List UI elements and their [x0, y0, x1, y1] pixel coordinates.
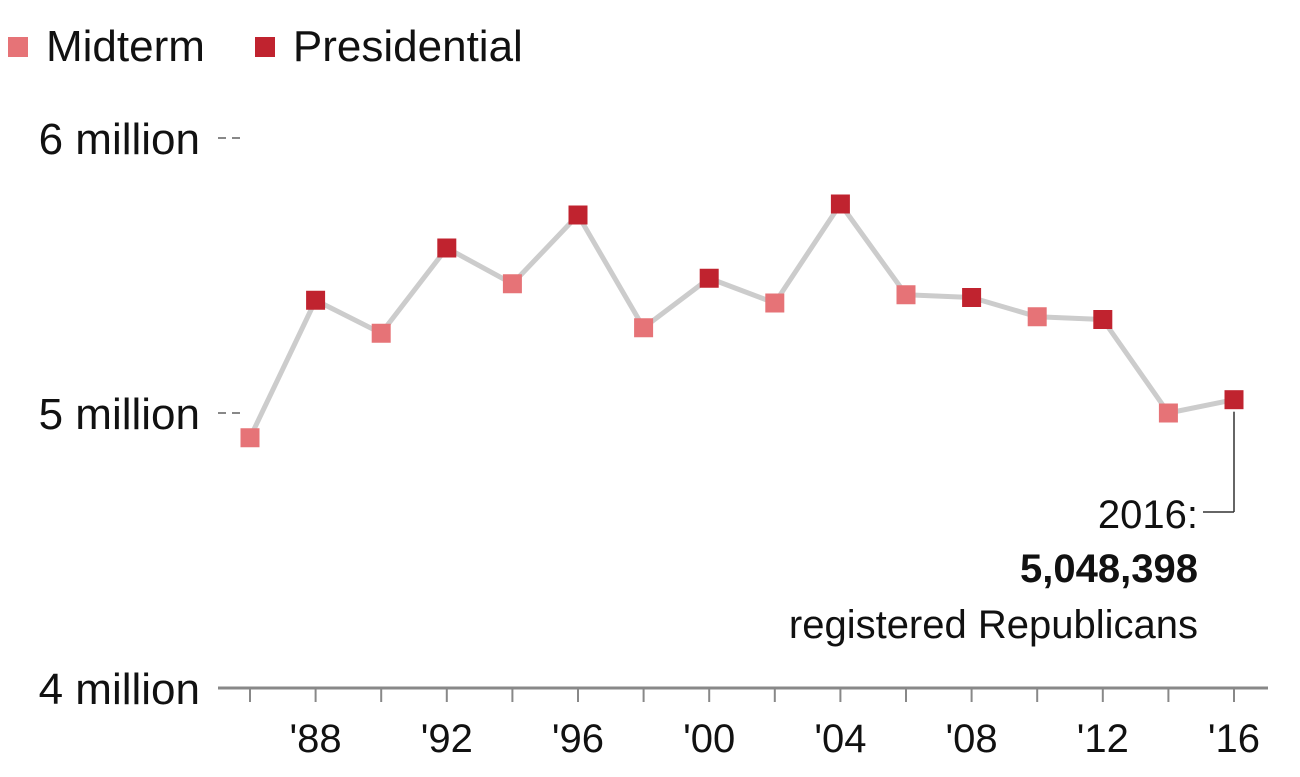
x-tick-label: '16 — [1208, 717, 1260, 761]
data-points — [240, 194, 1244, 448]
annotation-description: registered Republicans — [789, 603, 1198, 647]
x-axis: '88 '92 '96 '00 '04 '08 '12 '16 — [218, 686, 1268, 761]
legend-label-midterm: Midterm — [46, 22, 205, 71]
data-point-2008 — [962, 288, 982, 307]
data-point-1994 — [502, 274, 522, 294]
x-tick-label: '12 — [1077, 717, 1129, 761]
legend: Midterm Presidential — [8, 22, 573, 72]
x-tick-label: '92 — [421, 717, 473, 761]
data-point-2012 — [1093, 310, 1113, 329]
x-tick-label: '04 — [814, 717, 866, 761]
data-point-1990 — [371, 323, 391, 343]
x-tick-label: '96 — [552, 717, 604, 761]
data-point-1998 — [634, 318, 654, 338]
legend-label-presidential: Presidential — [292, 22, 523, 71]
data-point-1992 — [437, 238, 457, 258]
data-point-2002 — [765, 293, 785, 313]
y-tick-label: 5 million — [39, 390, 200, 439]
annotation-2016: 2016: 5,048,398 registered Republicans — [789, 411, 1235, 647]
y-axis: 6 million 5 million 4 million — [39, 115, 244, 714]
x-tick-label: '00 — [683, 717, 735, 761]
annotation-value: 5,048,398 — [1020, 547, 1198, 591]
x-tick-label: '08 — [946, 717, 998, 761]
x-tick-label: '88 — [290, 717, 342, 761]
data-point-2004 — [830, 194, 850, 214]
legend-swatch-midterm — [8, 37, 28, 57]
data-point-1986 — [240, 428, 260, 448]
y-tick-label: 6 million — [39, 115, 200, 164]
data-point-2000 — [699, 268, 719, 288]
data-point-2016 — [1224, 390, 1244, 410]
legend-item-midterm: Midterm — [8, 22, 205, 72]
annotation-year: 2016: — [1098, 493, 1198, 537]
data-point-1988 — [306, 290, 326, 310]
data-point-2006 — [896, 285, 916, 305]
data-point-2014 — [1158, 403, 1178, 423]
series-line — [247, 201, 1235, 439]
legend-item-presidential: Presidential — [254, 22, 523, 72]
data-point-1996 — [568, 205, 588, 225]
y-tick-label: 4 million — [39, 665, 200, 714]
series-polyline — [247, 201, 1235, 439]
legend-swatch-presidential — [254, 37, 275, 57]
data-point-2010 — [1027, 307, 1047, 327]
